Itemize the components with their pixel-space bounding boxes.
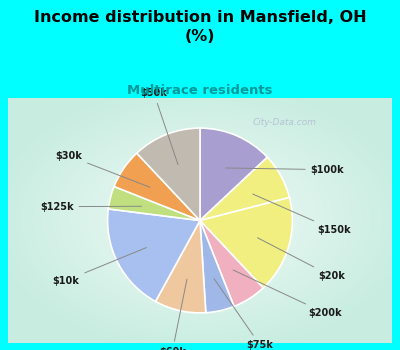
Text: $150k: $150k [253,194,351,235]
Wedge shape [114,153,200,220]
Wedge shape [200,128,267,220]
Text: $60k: $60k [159,279,187,350]
Text: $125k: $125k [40,202,142,212]
Wedge shape [200,220,263,306]
Text: $20k: $20k [258,238,345,281]
Text: City-Data.com: City-Data.com [252,118,316,127]
Text: $10k: $10k [52,247,146,286]
Text: $50k: $50k [140,88,178,164]
Wedge shape [108,187,200,220]
Wedge shape [108,209,200,301]
Wedge shape [200,220,234,313]
Text: $75k: $75k [214,279,274,350]
Wedge shape [137,128,200,220]
Wedge shape [200,197,292,288]
Text: Multirace residents: Multirace residents [127,84,273,97]
Wedge shape [156,220,206,313]
Text: $100k: $100k [226,165,344,175]
Wedge shape [200,157,290,220]
Text: Income distribution in Mansfield, OH
(%): Income distribution in Mansfield, OH (%) [34,10,366,44]
Text: $30k: $30k [55,151,150,187]
Text: $200k: $200k [233,270,342,318]
